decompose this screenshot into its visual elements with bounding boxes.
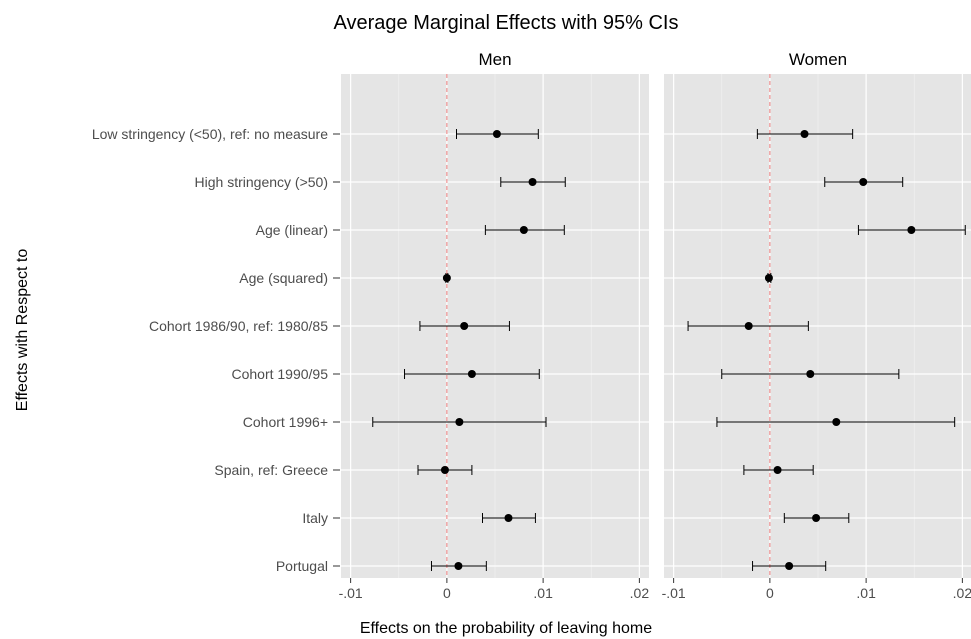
estimate-point bbox=[454, 562, 463, 570]
estimate-point bbox=[785, 562, 794, 570]
estimate-point bbox=[764, 274, 773, 282]
estimate-point bbox=[455, 418, 464, 426]
estimate-point bbox=[907, 226, 916, 234]
y-tick-label: Age (squared) bbox=[239, 270, 328, 286]
panel-title: Men bbox=[478, 50, 511, 69]
x-tick-label: .01 bbox=[533, 585, 553, 601]
y-tick-label: Spain, ref: Greece bbox=[214, 462, 328, 478]
estimate-point bbox=[859, 178, 868, 186]
y-tick-label: Cohort 1986/90, ref: 1980/85 bbox=[149, 318, 328, 334]
estimate-point bbox=[442, 274, 451, 282]
estimate-point bbox=[519, 226, 528, 234]
y-tick-label: Cohort 1996+ bbox=[243, 414, 328, 430]
panel-title: Women bbox=[789, 50, 847, 69]
estimate-point bbox=[528, 178, 537, 186]
estimate-point bbox=[806, 370, 815, 378]
estimate-point bbox=[832, 418, 841, 426]
chart-title: Average Marginal Effects with 95% CIs bbox=[334, 12, 679, 34]
panels: Men -.01 0 .01 .02 Women -.01 0 .01 .02 bbox=[339, 50, 971, 601]
estimate-point bbox=[460, 322, 469, 330]
estimate-point bbox=[504, 514, 513, 522]
y-tick-label: Age (linear) bbox=[256, 222, 328, 238]
x-tick-label: .01 bbox=[856, 585, 876, 601]
y-axis-label: Effects with Respect to bbox=[14, 249, 31, 412]
estimate-point bbox=[812, 514, 821, 522]
estimate-point bbox=[492, 130, 501, 138]
x-tick-label: -.01 bbox=[662, 585, 686, 601]
x-tick-label: 0 bbox=[766, 585, 774, 601]
y-tick-label: Italy bbox=[302, 510, 328, 526]
y-tick-label: High stringency (>50) bbox=[195, 174, 328, 190]
x-tick-label: 0 bbox=[443, 585, 451, 601]
y-tick-label: Portugal bbox=[276, 558, 328, 574]
y-tick-label: Low stringency (<50), ref: no measure bbox=[92, 126, 328, 142]
estimate-point bbox=[467, 370, 476, 378]
x-axis-label: Effects on the probability of leaving ho… bbox=[360, 620, 652, 637]
estimate-point bbox=[773, 466, 782, 474]
x-tick-label: -.01 bbox=[339, 585, 363, 601]
x-tick-label: .02 bbox=[630, 585, 650, 601]
y-tick-labels: Low stringency (<50), ref: no measure Hig… bbox=[92, 126, 340, 574]
estimate-point bbox=[744, 322, 753, 330]
x-tick-label: .02 bbox=[953, 585, 971, 601]
estimate-point bbox=[440, 466, 449, 474]
y-tick-label: Cohort 1990/95 bbox=[231, 366, 328, 382]
panel-women: Women -.01 0 .01 .02 bbox=[662, 50, 971, 601]
estimate-point bbox=[800, 130, 809, 138]
panel-men: Men -.01 0 .01 .02 bbox=[339, 50, 650, 601]
